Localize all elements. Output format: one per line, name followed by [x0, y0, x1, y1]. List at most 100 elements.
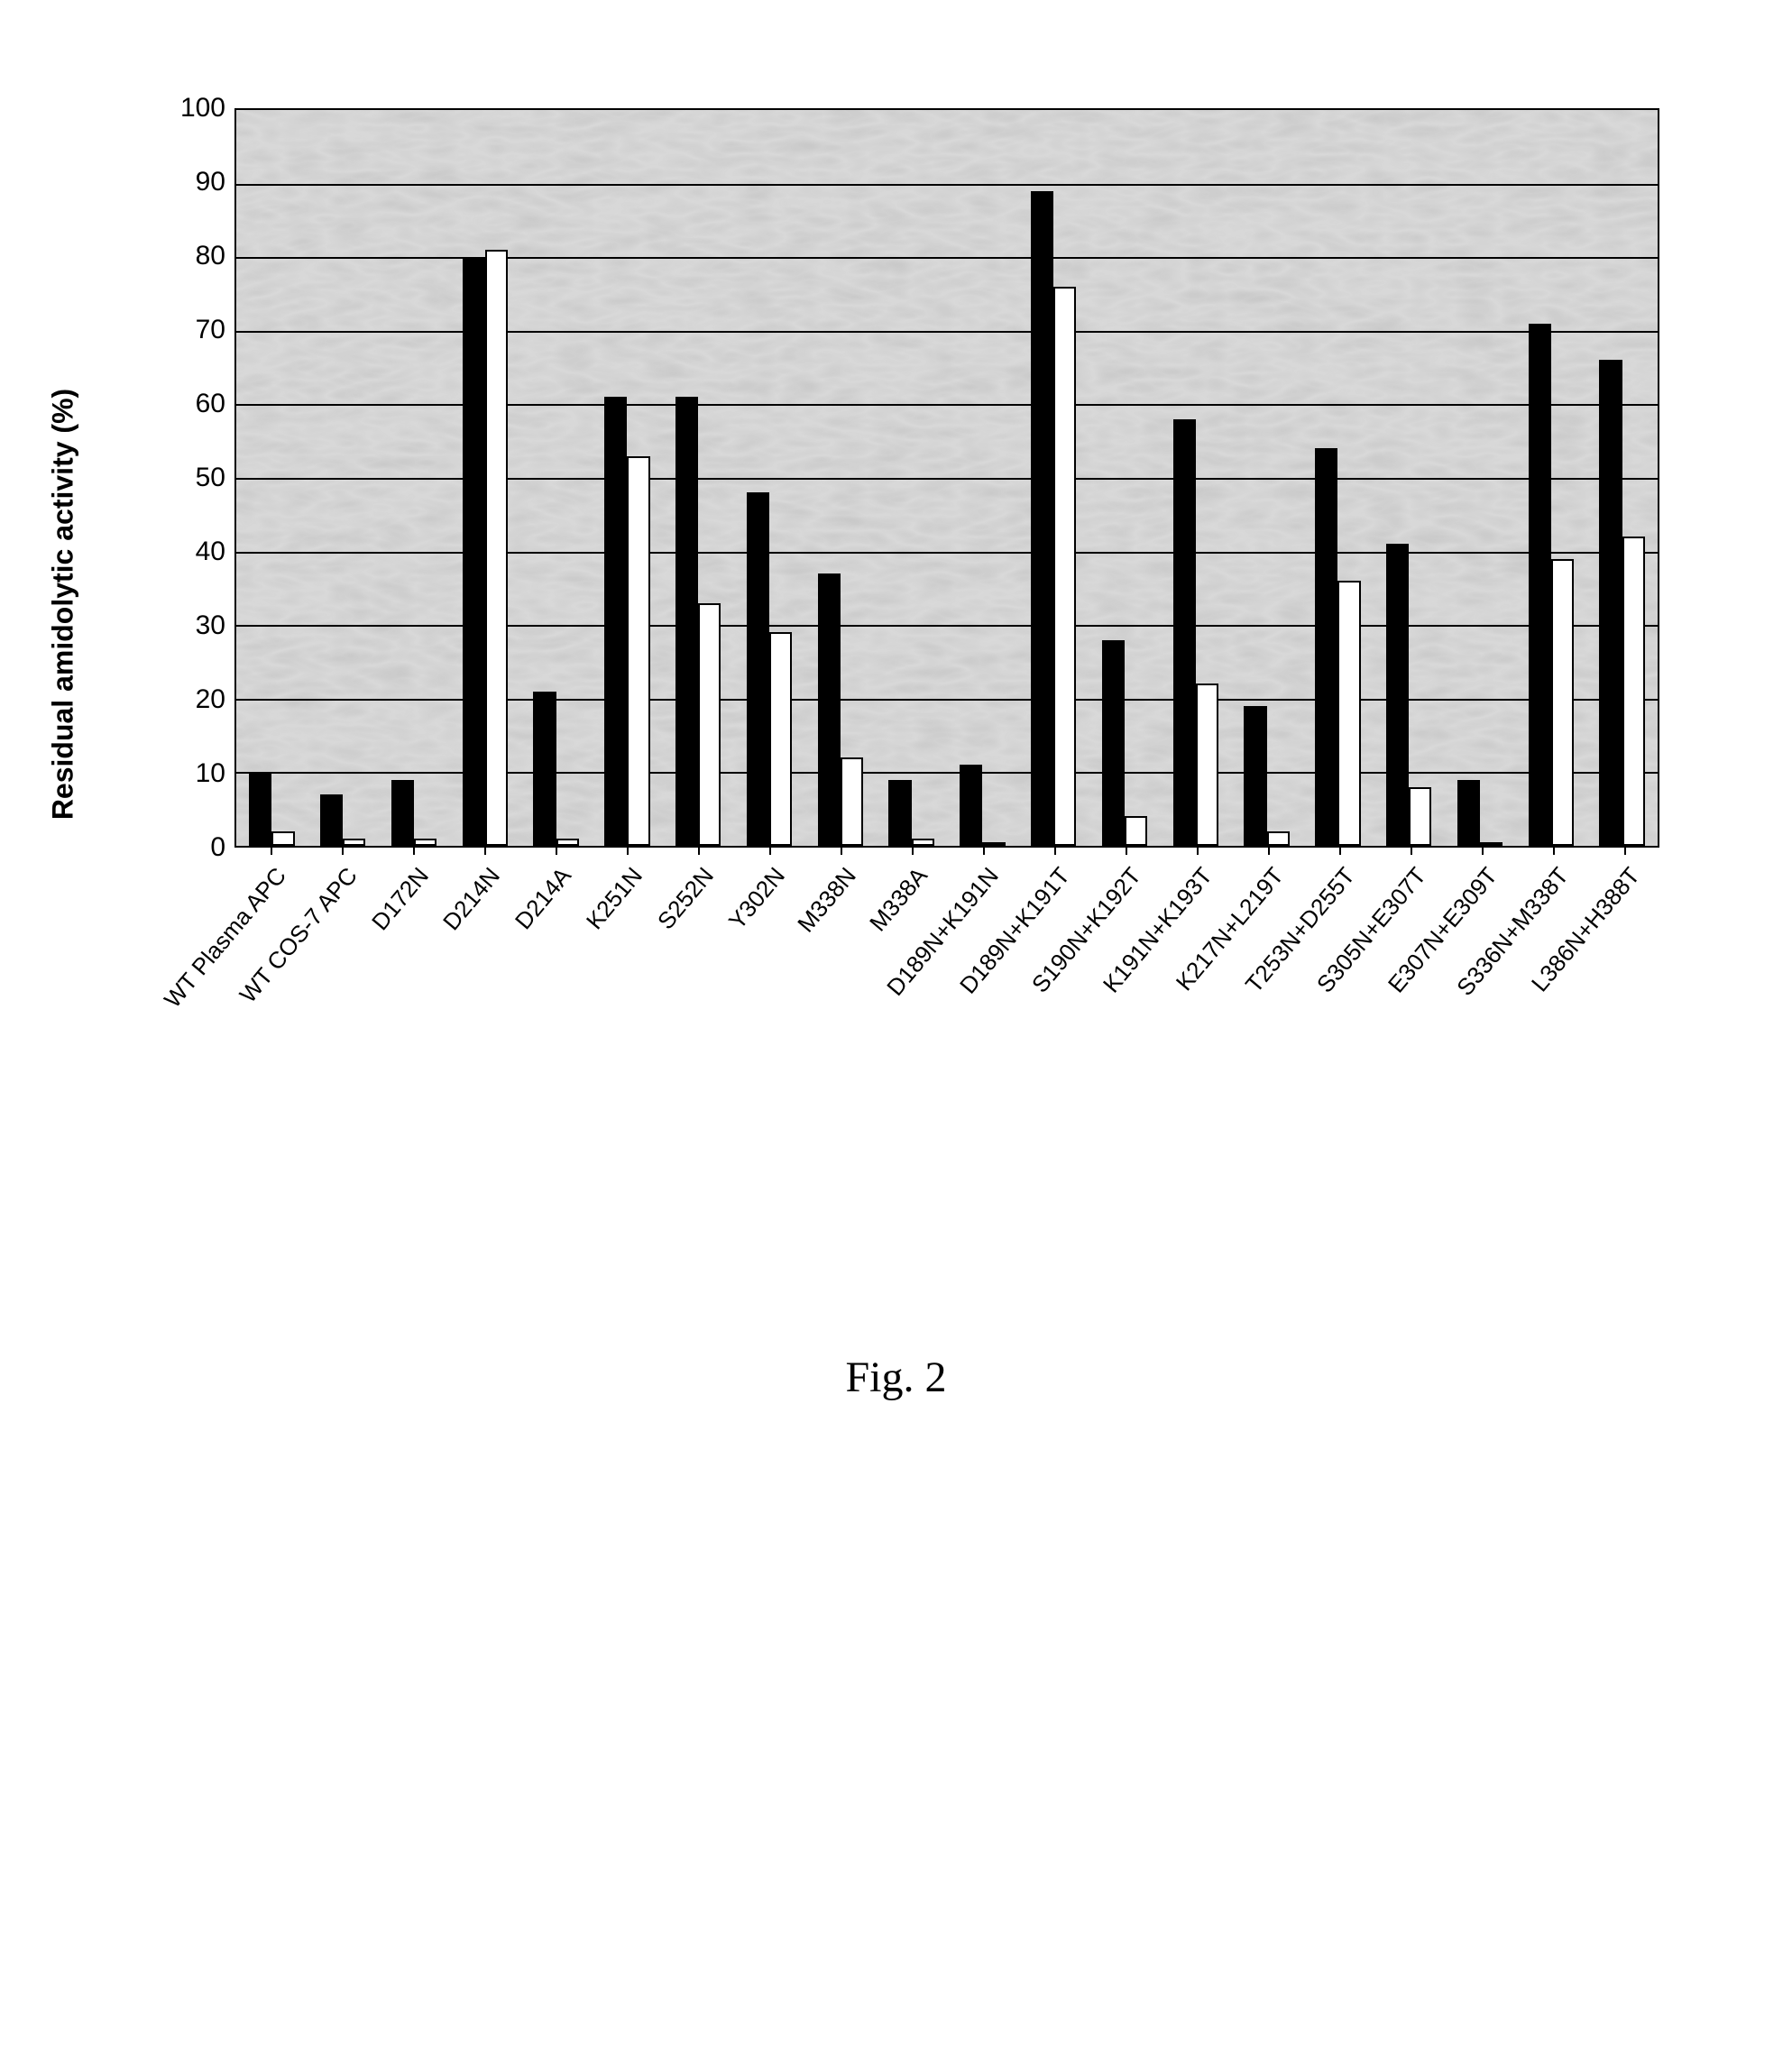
y-tick-label: 10 — [196, 758, 225, 789]
bar-group — [734, 110, 805, 846]
bar — [414, 839, 437, 846]
y-tick-label: 70 — [196, 315, 225, 345]
x-tick-label: WT Plasma APC — [158, 862, 291, 1014]
bar-group — [449, 110, 520, 846]
x-tick-mark — [912, 848, 914, 855]
x-tick-mark — [1054, 848, 1056, 855]
bar — [1031, 191, 1053, 846]
bar-group — [1515, 110, 1586, 846]
bar — [249, 772, 271, 846]
bar — [960, 765, 982, 846]
bar — [698, 603, 721, 846]
plot-area — [234, 108, 1659, 848]
bar — [841, 757, 863, 846]
bar — [888, 780, 911, 846]
bar-group — [876, 110, 947, 846]
y-tick-label: 40 — [196, 537, 225, 567]
bar — [463, 257, 485, 846]
bar — [1267, 831, 1290, 846]
bar — [1529, 324, 1551, 846]
bar — [485, 250, 508, 846]
bar — [627, 456, 649, 846]
bar — [343, 839, 365, 846]
bar-group — [1302, 110, 1374, 846]
bar — [747, 492, 769, 846]
page: Residual amidolytic activity (%) 0 10 20 30… — [0, 0, 1792, 2046]
bar — [1337, 581, 1360, 846]
x-tick-label: D214A — [509, 862, 576, 935]
bar — [1480, 842, 1503, 846]
y-tick-label: 80 — [196, 241, 225, 271]
x-tick-mark — [271, 848, 272, 855]
x-tick-mark — [556, 848, 557, 855]
y-tick-label: 30 — [196, 610, 225, 641]
bar — [1457, 780, 1480, 846]
x-tick-mark — [413, 848, 415, 855]
bar — [391, 780, 414, 846]
bar-group — [1018, 110, 1089, 846]
bar — [675, 397, 698, 846]
bar-group — [1445, 110, 1516, 846]
x-tick-mark — [698, 848, 700, 855]
bar — [1053, 287, 1076, 846]
bar — [982, 842, 1005, 846]
bar — [1244, 706, 1266, 846]
x-tick-label: M338A — [864, 862, 933, 937]
bar — [1599, 360, 1622, 846]
x-tick-mark — [1553, 848, 1555, 855]
x-tick-mark — [1197, 848, 1199, 855]
bars-layer — [236, 110, 1658, 846]
bar — [1173, 419, 1196, 846]
y-tick-label: 60 — [196, 389, 225, 419]
x-tick-mark — [627, 848, 629, 855]
x-tick-label: M338N — [792, 862, 862, 938]
bar — [1386, 544, 1409, 846]
bar-group — [804, 110, 876, 846]
x-tick-label: D172N — [365, 862, 434, 936]
y-axis-label: Residual amidolytic activity (%) — [47, 389, 80, 820]
x-tick-mark — [841, 848, 842, 855]
bar-group — [1231, 110, 1302, 846]
y-tick-label: 90 — [196, 167, 225, 197]
bar-group — [1160, 110, 1231, 846]
x-tick-mark — [1268, 848, 1270, 855]
bar-group — [1586, 110, 1658, 846]
x-tick-mark — [1339, 848, 1341, 855]
bar-group — [520, 110, 592, 846]
x-tick-label: D214N — [437, 862, 505, 936]
y-ticks: 0102030405060708090100 — [162, 108, 234, 848]
y-tick-label: 0 — [210, 832, 225, 863]
bar — [818, 573, 841, 846]
bar — [1622, 537, 1645, 846]
x-tick-label: Y302N — [722, 862, 790, 935]
x-tick-mark — [342, 848, 344, 855]
bar — [320, 794, 343, 846]
x-tick-label: K251N — [580, 862, 648, 935]
bar — [533, 692, 556, 846]
bar — [1196, 684, 1218, 846]
chart: Residual amidolytic activity (%) 0102030… — [162, 108, 1659, 1100]
x-tick-mark — [484, 848, 486, 855]
bar-group — [308, 110, 379, 846]
x-ticks: WT Plasma APCWT COS-7 APCD172ND214ND214A… — [234, 848, 1659, 1100]
bar — [1315, 448, 1337, 846]
bar-group — [947, 110, 1018, 846]
bar — [1551, 559, 1574, 846]
bar-group — [1089, 110, 1161, 846]
bar — [604, 397, 627, 846]
bar — [769, 632, 792, 846]
bar — [1409, 787, 1431, 846]
y-tick-label: 100 — [180, 93, 225, 124]
x-tick-mark — [983, 848, 985, 855]
bar-group — [1374, 110, 1445, 846]
y-tick-label: 50 — [196, 463, 225, 493]
bar-group — [236, 110, 308, 846]
bar — [556, 839, 579, 846]
bar — [1125, 816, 1147, 846]
figure-caption: Fig. 2 — [0, 1353, 1792, 1402]
x-tick-mark — [1126, 848, 1127, 855]
bar-group — [592, 110, 663, 846]
bar — [271, 831, 294, 846]
y-tick-label: 20 — [196, 684, 225, 715]
bar-group — [663, 110, 734, 846]
